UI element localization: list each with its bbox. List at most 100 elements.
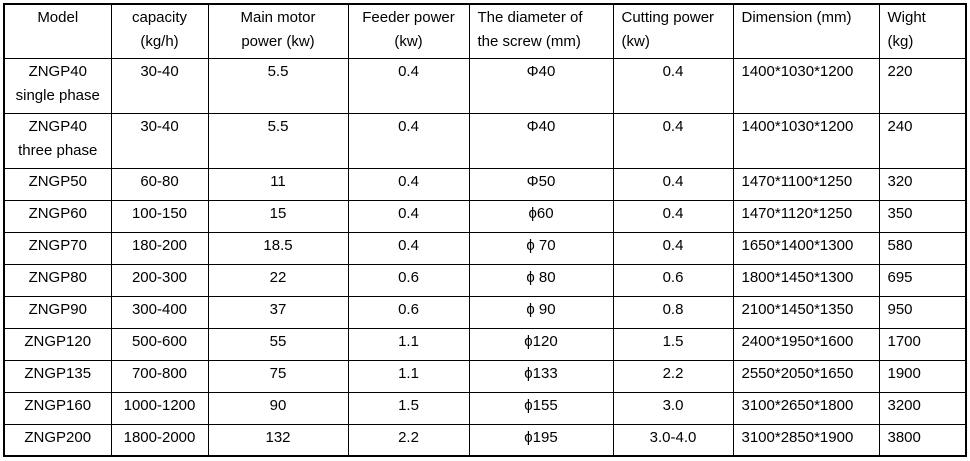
cell-wight: 350 <box>878 199 967 233</box>
cell-main_motor: 132 <box>207 423 349 457</box>
cell-capacity: 30-40 <box>110 112 209 169</box>
cell-dimension: 1470*1100*1250 <box>732 167 880 201</box>
model-line: single phase <box>15 86 100 104</box>
cell-cutting: 0.4 <box>612 112 734 169</box>
cell-wight: 3800 <box>878 423 967 457</box>
cell-diameter: ϕ 70 <box>468 231 614 265</box>
header-cutting-line2: (kw) <box>621 33 650 50</box>
cell-model: ZNGP70 <box>3 231 112 265</box>
cell-model: ZNGP50 <box>3 167 112 201</box>
header-feeder-power: Feeder power (kw) <box>347 3 470 59</box>
model-line: ZNGP40 <box>28 117 87 135</box>
cell-capacity: 30-40 <box>110 57 209 114</box>
table-row: ZNGP135 700-800 75 1.1 ϕ133 2.2 2550*2050*1650… <box>3 359 967 393</box>
cell-cutting: 0.4 <box>612 231 734 265</box>
cell-model: ZNGP40 three phase <box>3 112 112 169</box>
cell-cutting: 0.4 <box>612 167 734 201</box>
cell-dimension: 1650*1400*1300 <box>732 231 880 265</box>
header-dimension-line1: Dimension (mm) <box>741 9 852 26</box>
cell-capacity: 300-400 <box>110 295 209 329</box>
cell-dimension: 1400*1030*1200 <box>732 57 880 114</box>
cell-feeder: 1.5 <box>347 391 470 425</box>
cell-main_motor: 15 <box>207 199 349 233</box>
cell-dimension: 1400*1030*1200 <box>732 112 880 169</box>
cell-feeder: 0.4 <box>347 167 470 201</box>
table-row: ZNGP200 1800-2000 132 2.2 ϕ195 3.0-4.0 3100*28… <box>3 423 967 457</box>
cell-cutting: 3.0-4.0 <box>612 423 734 457</box>
model-line: ZNGP40 <box>28 62 87 80</box>
cell-capacity: 1000-1200 <box>110 391 209 425</box>
cell-feeder: 2.2 <box>347 423 470 457</box>
cell-diameter: Φ40 <box>468 112 614 169</box>
cell-diameter: ϕ155 <box>468 391 614 425</box>
header-wight: Wight (kg) <box>878 3 967 59</box>
cell-model: ZNGP80 <box>3 263 112 297</box>
cell-diameter: ϕ120 <box>468 327 614 361</box>
cell-main_motor: 37 <box>207 295 349 329</box>
cell-feeder: 0.4 <box>347 199 470 233</box>
header-main-motor-line1: Main motor <box>240 9 316 26</box>
model-line: ZNGP135 <box>24 364 92 382</box>
cell-wight: 220 <box>878 57 967 114</box>
header-row: Model capacity (kg/h) Main motor power (… <box>3 3 967 59</box>
table-row: ZNGP90 300-400 37 0.6 ϕ 90 0.8 2100*1450*1350 9… <box>3 295 967 329</box>
cell-model: ZNGP200 <box>3 423 112 457</box>
cell-model: ZNGP90 <box>3 295 112 329</box>
cell-feeder: 1.1 <box>347 359 470 393</box>
model-line: ZNGP120 <box>24 332 92 350</box>
cell-cutting: 0.4 <box>612 199 734 233</box>
cell-wight: 950 <box>878 295 967 329</box>
cell-main_motor: 18.5 <box>207 231 349 265</box>
cell-diameter: ϕ60 <box>468 199 614 233</box>
model-line: ZNGP80 <box>28 268 87 286</box>
model-line: ZNGP160 <box>24 396 92 414</box>
model-line: ZNGP70 <box>28 236 87 254</box>
cell-cutting: 3.0 <box>612 391 734 425</box>
cell-dimension: 2100*1450*1350 <box>732 295 880 329</box>
cell-diameter: ϕ133 <box>468 359 614 393</box>
cell-capacity: 60-80 <box>110 167 209 201</box>
cell-wight: 1900 <box>878 359 967 393</box>
model-line: ZNGP90 <box>28 300 87 318</box>
cell-feeder: 1.1 <box>347 327 470 361</box>
cell-diameter: Φ50 <box>468 167 614 201</box>
model-line: ZNGP60 <box>28 204 87 222</box>
model-line: ZNGP200 <box>24 428 92 446</box>
header-screw-diameter: The diameter of the screw (mm) <box>468 3 614 59</box>
cell-wight: 580 <box>878 231 967 265</box>
table-row: ZNGP40 three phase 30-40 5.5 0.4 Φ40 0.4 1400*1… <box>3 112 967 169</box>
cell-capacity: 1800-2000 <box>110 423 209 457</box>
header-dimension: Dimension (mm) <box>732 3 880 59</box>
header-feeder-line2: (kw) <box>394 33 423 50</box>
cell-model: ZNGP60 <box>3 199 112 233</box>
cell-capacity: 180-200 <box>110 231 209 265</box>
cell-feeder: 0.6 <box>347 263 470 297</box>
cell-cutting: 1.5 <box>612 327 734 361</box>
cell-main_motor: 11 <box>207 167 349 201</box>
cell-wight: 320 <box>878 167 967 201</box>
header-capacity: capacity (kg/h) <box>110 3 209 59</box>
header-capacity-line2: (kg/h) <box>140 33 179 50</box>
cell-feeder: 0.4 <box>347 57 470 114</box>
cell-dimension: 3100*2850*1900 <box>732 423 880 457</box>
cell-main_motor: 5.5 <box>207 112 349 169</box>
cell-main_motor: 75 <box>207 359 349 393</box>
header-diameter-line1: The diameter of <box>477 9 583 26</box>
header-diameter-line2: the screw (mm) <box>477 33 581 50</box>
table-row: ZNGP60 100-150 15 0.4 ϕ60 0.4 1470*1120*1250 35… <box>3 199 967 233</box>
cell-dimension: 2400*1950*1600 <box>732 327 880 361</box>
cell-feeder: 0.4 <box>347 231 470 265</box>
cell-diameter: ϕ195 <box>468 423 614 457</box>
header-cutting-power: Cutting power (kw) <box>612 3 734 59</box>
table-header: Model capacity (kg/h) Main motor power (… <box>3 3 967 59</box>
cell-wight: 1700 <box>878 327 967 361</box>
cell-main_motor: 22 <box>207 263 349 297</box>
cell-capacity: 500-600 <box>110 327 209 361</box>
cell-model: ZNGP160 <box>3 391 112 425</box>
table-row: ZNGP40 single phase 30-40 5.5 0.4 Φ40 0.4 1400*… <box>3 57 967 114</box>
cell-feeder: 0.6 <box>347 295 470 329</box>
table-row: ZNGP160 1000-1200 90 1.5 ϕ155 3.0 3100*2650*18… <box>3 391 967 425</box>
cell-diameter: ϕ 90 <box>468 295 614 329</box>
cell-cutting: 2.2 <box>612 359 734 393</box>
cell-cutting: 0.4 <box>612 57 734 114</box>
